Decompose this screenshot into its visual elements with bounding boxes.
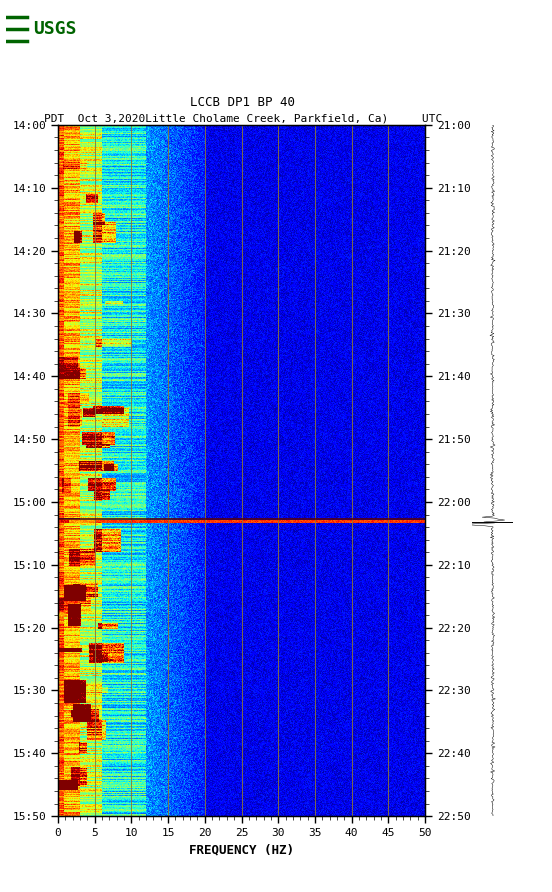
Text: USGS: USGS (33, 20, 77, 38)
X-axis label: FREQUENCY (HZ): FREQUENCY (HZ) (189, 844, 294, 856)
Text: PDT  Oct 3,2020Little Cholame Creek, Parkfield, Ca)     UTC: PDT Oct 3,2020Little Cholame Creek, Park… (44, 113, 442, 123)
Text: LCCB DP1 BP 40: LCCB DP1 BP 40 (190, 95, 295, 109)
